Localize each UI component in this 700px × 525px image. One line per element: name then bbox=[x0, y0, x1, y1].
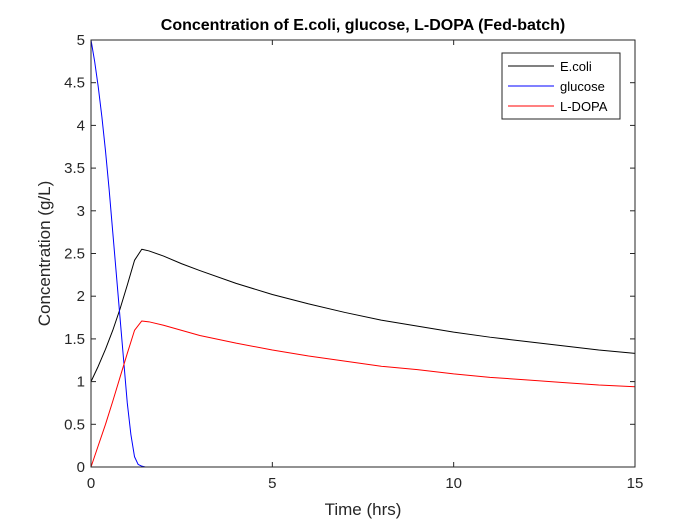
x-tick-label: 0 bbox=[87, 475, 95, 492]
legend-label: E.coli bbox=[560, 59, 592, 74]
legend-label: L-DOPA bbox=[560, 99, 608, 114]
y-axis-label: Concentration (g/L) bbox=[35, 181, 54, 327]
series-line-l-dopa bbox=[90, 320, 636, 468]
x-tick-label: 5 bbox=[268, 475, 276, 492]
legend: E.coli glucose L-DOPA bbox=[501, 52, 621, 120]
y-tick-label: 0 bbox=[77, 459, 85, 476]
chart-title: Concentration of E.coli, glucose, L-DOPA… bbox=[161, 17, 565, 34]
y-tick-label: 2.5 bbox=[64, 246, 85, 263]
y-tick-label: 2 bbox=[77, 288, 85, 305]
x-axis-ticks: 0 5 10 15 bbox=[87, 40, 644, 492]
x-axis-label: Time (hrs) bbox=[325, 500, 402, 519]
y-tick-label: 1 bbox=[77, 374, 85, 391]
legend-label: glucose bbox=[560, 79, 605, 94]
y-tick-label: 3 bbox=[77, 203, 85, 220]
y-axis-ticks: 0 0.5 1 1.5 2 2.5 3 3.5 4 4.5 5 bbox=[64, 32, 635, 476]
y-tick-label: 4.5 bbox=[64, 75, 85, 92]
y-tick-label: 5 bbox=[77, 32, 85, 49]
y-tick-label: 0.5 bbox=[64, 416, 85, 433]
y-tick-label: 3.5 bbox=[64, 160, 85, 177]
x-tick-label: 10 bbox=[445, 475, 462, 492]
x-tick-label: 15 bbox=[627, 475, 644, 492]
y-tick-label: 4 bbox=[77, 117, 85, 134]
series-line-e-coli bbox=[90, 248, 636, 382]
y-tick-label: 1.5 bbox=[64, 331, 85, 348]
